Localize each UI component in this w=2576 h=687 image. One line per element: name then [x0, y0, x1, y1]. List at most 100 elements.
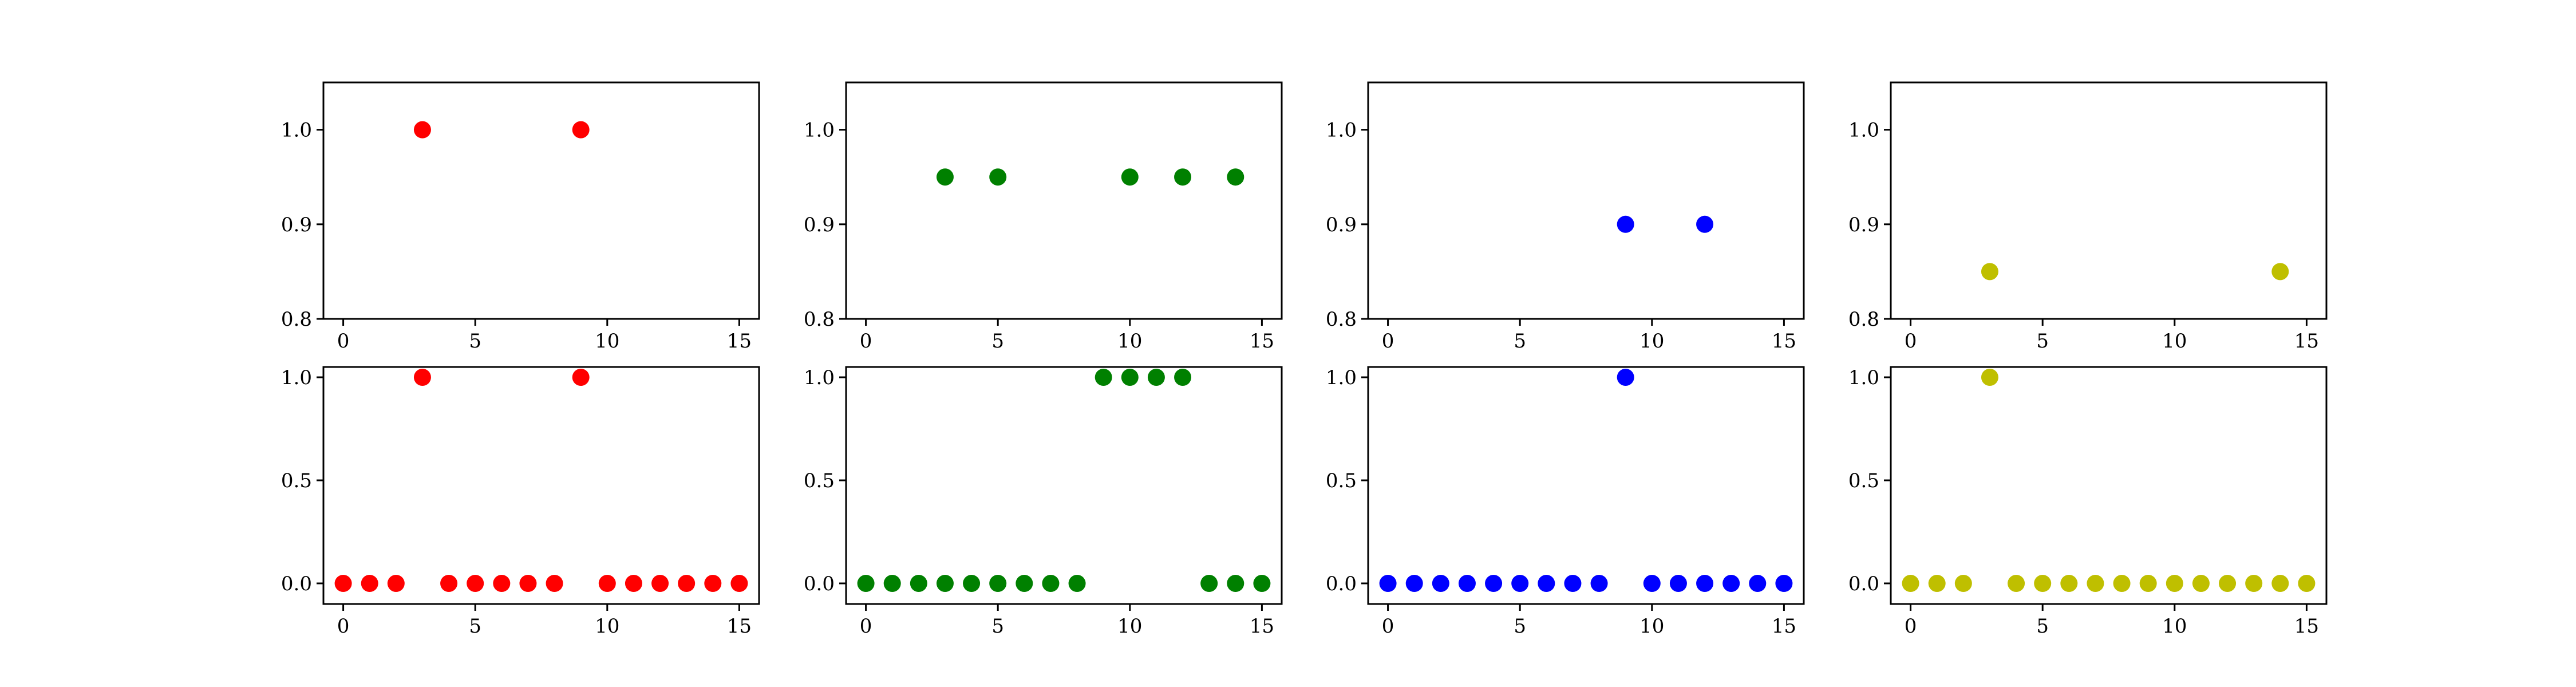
x-tick-label: 5 — [991, 330, 1004, 353]
data-point — [2113, 575, 2131, 592]
y-tick-label: 1.0 — [1848, 119, 1879, 142]
y-tick-label: 0.9 — [281, 214, 312, 236]
data-point — [2298, 575, 2316, 592]
data-point — [2008, 575, 2025, 592]
data-point — [1696, 575, 1714, 592]
data-point — [936, 575, 954, 592]
data-point — [1121, 369, 1139, 386]
y-tick-label: 1.0 — [1326, 366, 1357, 389]
data-point — [704, 575, 722, 592]
y-tick-label: 1.0 — [804, 119, 835, 142]
data-point — [1227, 168, 1244, 186]
data-point — [572, 121, 590, 139]
x-tick-label: 5 — [469, 615, 481, 638]
y-tick-label: 0.5 — [281, 469, 312, 492]
data-point — [1564, 575, 1582, 592]
data-point — [413, 369, 431, 386]
data-point — [1253, 575, 1271, 592]
x-tick-label: 15 — [2294, 330, 2319, 353]
x-tick-label: 0 — [1905, 615, 1917, 638]
axes-frame — [845, 81, 1283, 320]
subplot-7: 0 5 10 15 0.0 0.5 1.0 — [1326, 366, 1805, 638]
x-tick-label: 5 — [991, 615, 1004, 638]
data-point — [2245, 575, 2263, 592]
y-tick-label: 0.8 — [1848, 308, 1879, 331]
data-point — [936, 168, 954, 186]
data-point — [1954, 575, 1972, 592]
data-point — [1042, 575, 1060, 592]
subplot-4: 0 5 10 15 0.8 0.9 1.0 — [1848, 81, 2328, 353]
data-point — [1669, 575, 1687, 592]
data-point — [1643, 575, 1661, 592]
data-point — [546, 575, 563, 592]
data-point — [1405, 575, 1423, 592]
data-point — [1590, 575, 1608, 592]
data-point — [1458, 575, 1476, 592]
x-tick-label: 10 — [595, 330, 619, 353]
y-tick-label: 1.0 — [281, 119, 312, 142]
data-point — [1617, 215, 1634, 233]
data-point — [519, 575, 537, 592]
data-point — [730, 575, 748, 592]
x-tick-label: 0 — [337, 330, 350, 353]
x-tick-label: 10 — [1639, 330, 1664, 353]
data-point — [989, 168, 1007, 186]
data-point — [467, 575, 484, 592]
axes-frame — [1367, 366, 1805, 605]
y-tick-label: 0.9 — [1848, 214, 1879, 236]
data-point — [651, 575, 669, 592]
axes-frame — [1890, 366, 2328, 605]
x-tick-label: 0 — [860, 615, 872, 638]
data-point — [1174, 369, 1192, 386]
x-tick-label: 10 — [1117, 615, 1142, 638]
data-point — [1227, 575, 1244, 592]
x-tick-label: 5 — [2036, 615, 2049, 638]
axes-frame — [1367, 81, 1805, 320]
y-tick-label: 0.8 — [1326, 308, 1357, 331]
y-tick-label: 1.0 — [804, 366, 835, 389]
data-point — [1928, 575, 1946, 592]
x-tick-label: 0 — [1382, 615, 1394, 638]
y-tick-label: 0.8 — [804, 308, 835, 331]
data-point — [2271, 575, 2289, 592]
y-tick-label: 0.5 — [1326, 469, 1357, 492]
x-tick-label: 15 — [2294, 615, 2319, 638]
y-tick-label: 1.0 — [1326, 119, 1357, 142]
data-point — [1749, 575, 1767, 592]
x-tick-label: 10 — [595, 615, 619, 638]
data-point — [2166, 575, 2183, 592]
data-point — [440, 575, 458, 592]
x-tick-label: 10 — [2162, 615, 2187, 638]
data-point — [2087, 575, 2104, 592]
axes-frame — [322, 81, 760, 320]
data-point — [387, 575, 405, 592]
data-point — [572, 369, 590, 386]
y-tick-label: 0.8 — [281, 308, 312, 331]
y-tick-label: 0.0 — [281, 572, 312, 595]
data-point — [2060, 575, 2078, 592]
data-point — [2192, 575, 2210, 592]
data-point — [1538, 575, 1555, 592]
x-tick-label: 15 — [727, 330, 752, 353]
x-tick-label: 10 — [1117, 330, 1142, 353]
x-tick-label: 5 — [1514, 330, 1526, 353]
data-point — [1068, 575, 1086, 592]
axes-frame — [1890, 81, 2328, 320]
axes-frame — [845, 366, 1283, 605]
data-point — [1511, 575, 1529, 592]
x-tick-label: 0 — [1905, 330, 1917, 353]
data-point — [413, 121, 431, 139]
data-point — [2271, 263, 2289, 281]
data-point — [857, 575, 875, 592]
subplot-1: 0 5 10 15 0.8 0.9 1.0 — [281, 81, 760, 353]
data-point — [1981, 369, 1998, 386]
data-point — [678, 575, 696, 592]
x-tick-label: 10 — [2162, 330, 2187, 353]
y-tick-label: 0.9 — [1326, 214, 1357, 236]
x-tick-label: 15 — [1772, 615, 1796, 638]
x-tick-label: 0 — [860, 330, 872, 353]
y-tick-label: 0.5 — [804, 469, 835, 492]
subplot-6: 0 5 10 15 0.0 0.5 1.0 — [804, 366, 1283, 638]
data-point — [2139, 575, 2157, 592]
subplot-8: 0 5 10 15 0.0 0.5 1.0 — [1848, 366, 2328, 638]
